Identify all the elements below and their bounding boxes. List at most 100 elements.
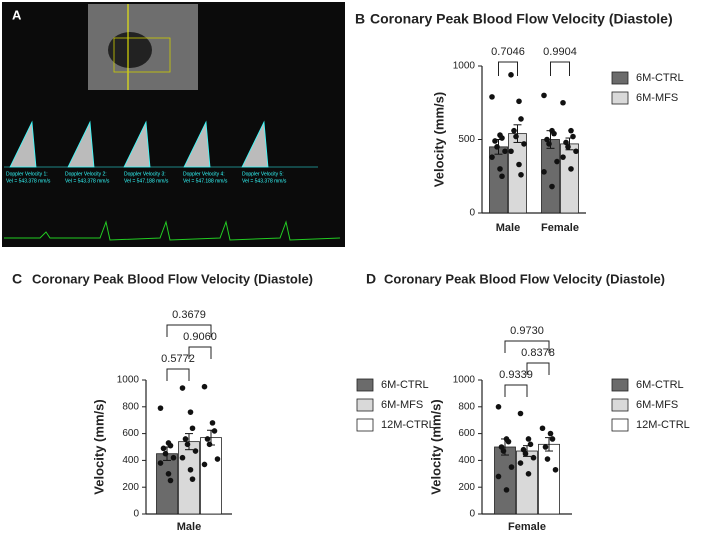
legend-swatch bbox=[611, 378, 629, 392]
p-value: 0.5772 bbox=[161, 353, 195, 365]
data-point bbox=[513, 133, 519, 140]
chart-title: Coronary Peak Blood Flow Velocity (Diast… bbox=[384, 271, 665, 286]
doppler-label: Doppler Velocity 3: bbox=[124, 171, 166, 177]
p-value: 0.9339 bbox=[499, 369, 533, 381]
data-point bbox=[547, 430, 554, 437]
data-point bbox=[549, 183, 555, 190]
bar bbox=[200, 437, 222, 515]
data-point bbox=[170, 454, 177, 461]
panel-a: A bbox=[2, 2, 345, 247]
doppler-traces bbox=[9, 120, 269, 168]
chart: B Coronary Peak Blood Flow Velocity (Dias… bbox=[355, 11, 684, 234]
data-point bbox=[527, 441, 534, 448]
doppler-value: Vel = 543.378 mm/s bbox=[65, 178, 110, 184]
bar bbox=[541, 139, 560, 214]
y-axis-label: Velocity (mm/s) bbox=[431, 92, 446, 187]
panel-label: B bbox=[355, 11, 365, 27]
chart-title: Coronary Peak Blood Flow Velocity (Diast… bbox=[370, 11, 673, 27]
data-point bbox=[563, 139, 569, 146]
y-tick-label: 800 bbox=[122, 401, 139, 412]
x-tick-label: Female bbox=[541, 222, 579, 234]
legend-swatch bbox=[356, 398, 374, 412]
data-point bbox=[189, 476, 196, 482]
data-point bbox=[167, 477, 174, 484]
y-tick-label: 600 bbox=[122, 428, 139, 439]
y-tick-label: 1000 bbox=[453, 375, 476, 386]
data-point bbox=[492, 138, 498, 144]
comparison-bracket bbox=[504, 384, 528, 397]
p-value: 0.9730 bbox=[510, 325, 544, 337]
data-point bbox=[544, 136, 550, 143]
x-tick-label: Male bbox=[177, 521, 201, 533]
legend-swatch bbox=[611, 398, 629, 412]
chart-title: Coronary Peak Blood Flow Velocity (Diast… bbox=[32, 271, 313, 286]
comparison-bracket bbox=[526, 362, 550, 375]
data-point bbox=[499, 173, 505, 180]
legend-swatch bbox=[611, 71, 629, 85]
ecg-trace bbox=[4, 220, 341, 241]
y-tick-label: 200 bbox=[122, 482, 139, 493]
data-point bbox=[530, 454, 537, 461]
chart: C Coronary Peak Blood Flow Velocity (Dias… bbox=[12, 271, 435, 533]
data-point bbox=[157, 405, 164, 411]
data-point bbox=[517, 410, 524, 417]
data-point bbox=[179, 454, 186, 461]
legend-label: 6M-MFS bbox=[636, 92, 678, 104]
data-point bbox=[541, 169, 547, 175]
data-point bbox=[494, 144, 500, 150]
comparison-bracket bbox=[166, 368, 190, 381]
data-point bbox=[568, 166, 574, 172]
data-point bbox=[499, 135, 505, 141]
data-point bbox=[201, 461, 208, 468]
bar bbox=[538, 443, 560, 515]
legend-label: 6M-CTRL bbox=[636, 379, 684, 391]
panel-label: A bbox=[12, 7, 22, 22]
data-point bbox=[508, 72, 514, 78]
data-point bbox=[157, 460, 164, 466]
data-point bbox=[201, 383, 208, 390]
p-value: 0.9060 bbox=[183, 331, 217, 343]
data-point bbox=[511, 127, 517, 134]
data-point bbox=[565, 144, 571, 150]
y-axis-label: Velocity (mm/s) bbox=[428, 399, 443, 494]
data-point bbox=[505, 438, 512, 445]
data-point bbox=[502, 148, 508, 155]
data-point bbox=[518, 171, 524, 178]
data-point bbox=[560, 154, 566, 160]
doppler-label: Doppler Velocity 1: bbox=[6, 171, 48, 177]
data-point bbox=[160, 445, 167, 452]
data-point bbox=[187, 409, 194, 415]
data-point bbox=[162, 450, 169, 457]
data-point bbox=[211, 428, 218, 434]
data-point bbox=[546, 141, 552, 147]
data-point bbox=[573, 148, 579, 155]
bar bbox=[494, 446, 516, 515]
p-value: 0.3679 bbox=[172, 309, 206, 321]
doppler-value: Vel = 547.188 mm/s bbox=[124, 178, 169, 184]
data-point bbox=[517, 460, 524, 466]
data-point bbox=[497, 166, 503, 172]
data-point bbox=[522, 450, 529, 457]
data-point bbox=[544, 456, 551, 462]
data-point bbox=[214, 456, 221, 462]
legend-swatch bbox=[611, 418, 629, 432]
data-point bbox=[516, 161, 522, 168]
data-point bbox=[508, 148, 514, 155]
data-point bbox=[500, 448, 507, 454]
data-point bbox=[541, 92, 547, 99]
y-tick-label: 400 bbox=[458, 455, 475, 466]
y-tick-label: 1000 bbox=[117, 375, 140, 386]
y-tick-label: 200 bbox=[458, 482, 475, 493]
doppler-label: Doppler Velocity 5: bbox=[242, 171, 284, 177]
comparison-bracket bbox=[498, 61, 518, 76]
data-point bbox=[549, 436, 556, 442]
data-point bbox=[187, 466, 194, 473]
data-point bbox=[568, 127, 574, 134]
data-point bbox=[182, 436, 189, 442]
y-axis-label: Velocity (mm/s) bbox=[91, 399, 106, 494]
doppler-value: Vel = 543.378 mm/s bbox=[242, 178, 287, 184]
doppler-value: Vel = 543.378 mm/s bbox=[6, 178, 51, 184]
legend-label: 6M-MFS bbox=[381, 399, 423, 411]
data-point bbox=[570, 133, 576, 140]
data-point bbox=[552, 466, 559, 473]
